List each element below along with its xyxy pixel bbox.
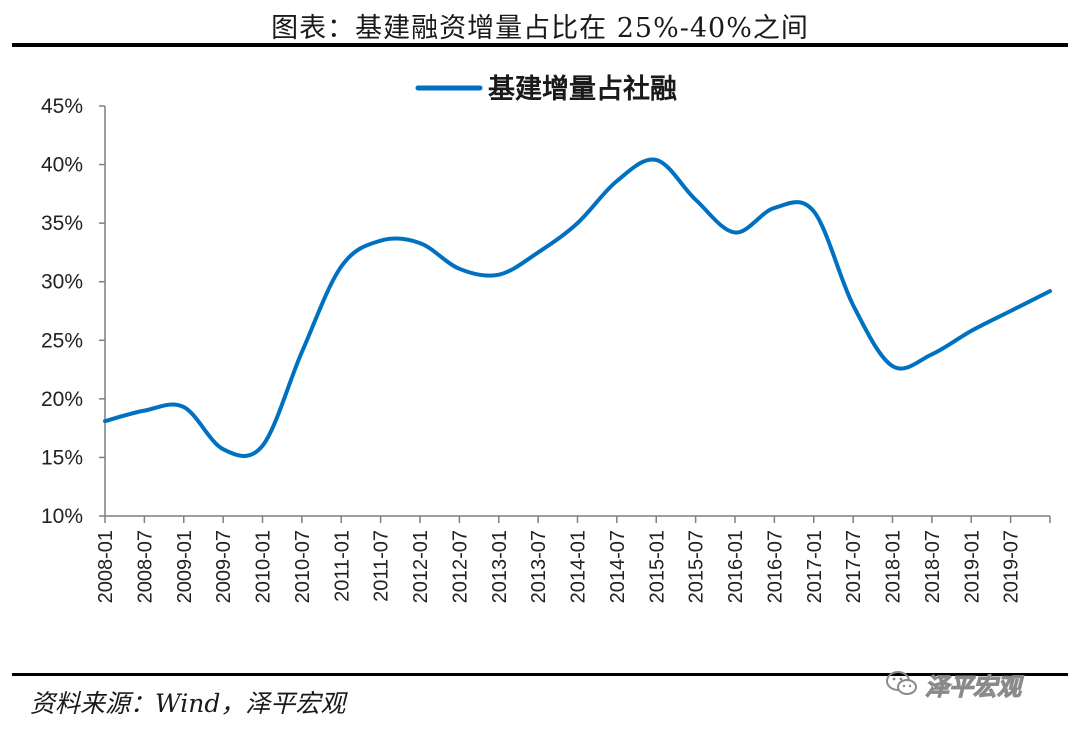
x-tick-label: 2015-07 [686,530,708,603]
x-tick-label: 2015-01 [646,530,668,603]
x-tick-label: 2009-01 [174,530,196,603]
x-tick-label: 2019-01 [961,530,983,603]
x-tick-label: 2011-01 [331,530,353,602]
x-tick-label: 2019-07 [1001,530,1023,603]
x-tick-label: 2016-07 [764,530,786,603]
source-note: 资料来源：Wind，泽平宏观 [30,689,346,718]
x-tick-label: 2010-07 [292,530,314,603]
y-tick-label: 20% [41,388,83,411]
chart-title: 图表：基建融资增量占比在 25%-40%之间 [271,13,809,44]
series-line [103,157,1052,458]
x-axis-ticks: 2008-01 2008-07 2009-01 2009-07 2010-01 2010-… [95,516,1051,603]
x-tick-label: 2013-01 [489,530,511,603]
y-tick-label: 45% [41,95,83,118]
x-tick-label: 2017-01 [804,530,826,603]
x-tick-label: 2010-01 [253,530,275,603]
x-tick-label: 2012-01 [410,530,432,603]
y-tick-label: 15% [41,446,83,469]
x-tick-label: 2014-07 [607,530,629,603]
x-tick-label: 2012-07 [449,530,471,603]
y-tick-label: 25% [41,329,83,352]
y-tick-label: 30% [41,271,83,294]
x-tick-label: 2013-07 [528,530,550,603]
x-tick-label: 2016-01 [725,530,747,603]
x-tick-label: 2008-01 [95,530,117,603]
x-tick-label: 2009-07 [213,530,235,603]
x-tick-label: 2018-07 [922,530,944,603]
wechat-icon [886,671,917,695]
y-tick-label: 40% [41,154,83,177]
y-tick-label: 35% [41,212,83,235]
legend-label: 基建增量占社融 [488,73,677,104]
x-tick-label: 2008-07 [134,530,156,603]
x-tick-label: 2011-07 [371,530,393,602]
y-tick-label: 10% [41,505,83,528]
y-axis-ticks: 10% 15% 20% 25% 30% 35% 40% 45% [41,95,105,528]
x-tick-label: 2017-07 [843,530,865,603]
x-tick-label: 2014-01 [568,530,590,603]
bottom-rule [12,673,1068,676]
top-rule [12,43,1068,47]
watermark: 泽平宏观 [885,668,1022,701]
legend: 基建增量占社融 [415,73,677,104]
x-tick-label: 2018-01 [883,530,905,603]
watermark-text: 泽平宏观 [925,672,1022,701]
line-chart: 基建增量占社融 10% 15% 20% 25% 30% 35% 40% 45% 2008-01… [41,73,1052,603]
